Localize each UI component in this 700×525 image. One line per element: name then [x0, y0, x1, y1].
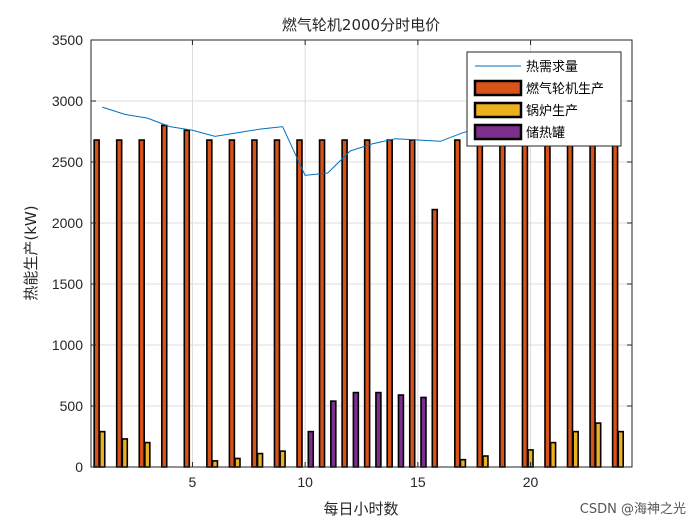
- y-tick-label: 0: [75, 459, 83, 475]
- x-tick-label: 20: [523, 474, 539, 490]
- y-tick-label: 1500: [52, 276, 83, 292]
- bar-3-11: [330, 400, 337, 468]
- y-tick-label: 2500: [52, 154, 83, 170]
- bar-1-3: [138, 139, 145, 468]
- bar-2-1: [98, 430, 106, 468]
- bar-2-22: [572, 430, 579, 468]
- y-tick-label: 3000: [52, 93, 83, 109]
- bar-2-3: [144, 441, 151, 468]
- bar-1-13: [363, 139, 371, 468]
- bar-2-8: [256, 452, 264, 468]
- bar-1-18: [476, 139, 484, 468]
- bar-1-1: [93, 139, 100, 468]
- watermark: CSDN @海神之光: [579, 502, 686, 517]
- bar-2-17: [459, 458, 467, 468]
- chart-title: 燃气轮机2000分时电价: [282, 16, 440, 34]
- bar-1-16: [431, 208, 439, 468]
- legend-label: 燃气轮机生产: [526, 81, 604, 97]
- legend-label: 储热罐: [526, 126, 565, 141]
- bar-3-14: [397, 394, 405, 468]
- bar-2-24: [617, 430, 625, 468]
- plot-frame: [90, 39, 633, 468]
- bar-1-22: [566, 139, 574, 468]
- bar-1-24: [611, 139, 619, 468]
- bar-2-21: [549, 441, 557, 468]
- bar-2-2: [121, 438, 129, 468]
- bar-1-9: [273, 139, 281, 468]
- bar-3-13: [375, 391, 382, 468]
- bar-1-8: [251, 139, 258, 468]
- bar-1-23: [589, 139, 596, 468]
- bar-1-6: [206, 139, 213, 468]
- y-tick-label: 500: [60, 398, 84, 414]
- bar-1-7: [228, 139, 236, 468]
- bar-1-15: [408, 139, 416, 468]
- bar-1-21: [544, 139, 551, 468]
- bar-2-7: [234, 457, 241, 468]
- legend-label: 热需求量: [526, 60, 578, 75]
- y-axis-title: 热能生产(kW): [22, 205, 40, 300]
- bar-1-14: [386, 139, 393, 468]
- bar-3-12: [352, 391, 360, 468]
- bar-3-15: [420, 396, 427, 468]
- legend-label: 锅炉生产: [526, 103, 578, 119]
- x-tick-label: 10: [297, 474, 313, 490]
- legend-swatch: [473, 123, 523, 141]
- bar-1-2: [115, 139, 123, 468]
- bar-2-18: [482, 455, 489, 468]
- y-tick-label: 1000: [52, 337, 83, 353]
- bar-2-23: [594, 422, 602, 468]
- bar-1-4: [160, 124, 168, 468]
- bar-1-5: [183, 129, 191, 468]
- grid: [91, 40, 632, 467]
- bar-1-17: [454, 139, 461, 468]
- bar-1-11: [318, 139, 326, 468]
- bar-series: [93, 124, 625, 468]
- legend-swatch: [473, 101, 523, 119]
- x-tick-label: 5: [189, 474, 197, 490]
- bar-1-12: [341, 139, 348, 468]
- y-tick-label: 2000: [52, 215, 83, 231]
- bar-2-9: [279, 450, 286, 468]
- bar-1-19: [499, 139, 506, 468]
- x-axis-title: 每日小时数: [323, 500, 398, 518]
- bar-1-20: [521, 139, 529, 468]
- y-tick-label: 3500: [52, 32, 83, 48]
- bar-3-10: [307, 430, 315, 468]
- legend-swatch: [473, 79, 523, 97]
- bar-2-6: [211, 460, 219, 468]
- bar-1-10: [296, 139, 303, 468]
- axis-ticks: 0 500 1000 1500 2000 2500 3000 3500 5 10 15 20: [52, 32, 632, 490]
- x-tick-label: 15: [410, 474, 426, 490]
